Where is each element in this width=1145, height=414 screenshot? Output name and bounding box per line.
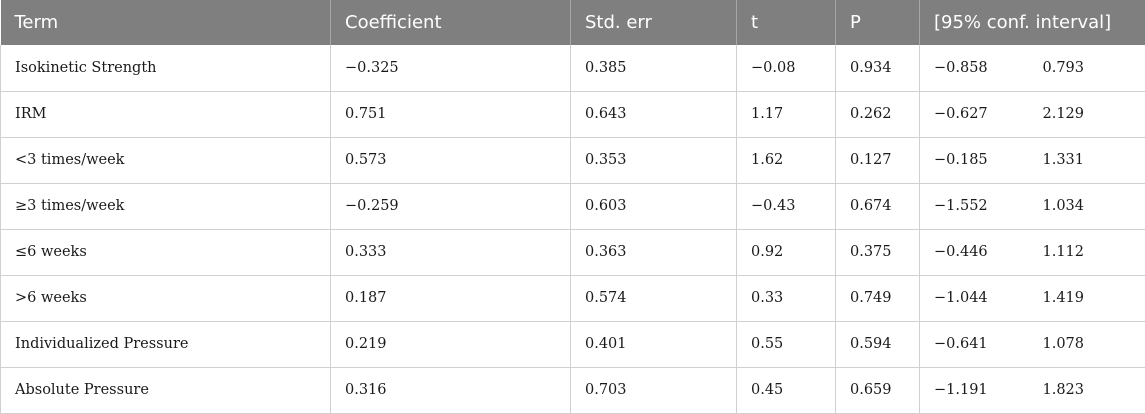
cell-ci-low: −1.552 [920, 183, 1035, 229]
header-coefficient: Coefficient [331, 0, 571, 45]
cell-std-err: 0.401 [571, 321, 737, 367]
cell-p: 0.127 [836, 137, 920, 183]
cell-ci-high: 1.078 [1035, 321, 1145, 367]
header-p: P [836, 0, 920, 45]
header-t: t [737, 0, 836, 45]
cell-ci-low: −0.641 [920, 321, 1035, 367]
cell-p: 0.674 [836, 183, 920, 229]
cell-std-err: 0.603 [571, 183, 737, 229]
table-row: ≤6 weeks 0.333 0.363 0.92 0.375 −0.446 1… [1, 229, 1145, 275]
cell-coefficient: −0.325 [331, 45, 571, 91]
cell-p: 0.749 [836, 275, 920, 321]
cell-ci-high: 1.034 [1035, 183, 1145, 229]
cell-p: 0.375 [836, 229, 920, 275]
header-conf-interval: [95% conf. interval] [920, 0, 1145, 45]
header-std-err: Std. err [571, 0, 737, 45]
cell-term: Isokinetic Strength [1, 45, 331, 91]
cell-term: <3 times/week [1, 137, 331, 183]
cell-ci-low: −0.627 [920, 91, 1035, 137]
cell-std-err: 0.353 [571, 137, 737, 183]
cell-t: 0.92 [737, 229, 836, 275]
cell-term: >6 weeks [1, 275, 331, 321]
cell-p: 0.262 [836, 91, 920, 137]
cell-ci-low: −1.044 [920, 275, 1035, 321]
cell-std-err: 0.643 [571, 91, 737, 137]
cell-term: Absolute Pressure [1, 367, 331, 413]
cell-std-err: 0.363 [571, 229, 737, 275]
header-row: Term Coefficient Std. err t P [95% conf.… [1, 0, 1145, 45]
cell-coefficient: 0.219 [331, 321, 571, 367]
cell-ci-high: 2.129 [1035, 91, 1145, 137]
cell-t: 0.55 [737, 321, 836, 367]
table-row: ≥3 times/week −0.259 0.603 −0.43 0.674 −… [1, 183, 1145, 229]
table-row: Isokinetic Strength −0.325 0.385 −0.08 0… [1, 45, 1145, 91]
cell-coefficient: 0.187 [331, 275, 571, 321]
cell-ci-high: 1.331 [1035, 137, 1145, 183]
cell-term: Individualized Pressure [1, 321, 331, 367]
cell-t: 1.17 [737, 91, 836, 137]
cell-term: ≥3 times/week [1, 183, 331, 229]
cell-std-err: 0.703 [571, 367, 737, 413]
cell-p: 0.659 [836, 367, 920, 413]
cell-coefficient: 0.333 [331, 229, 571, 275]
cell-std-err: 0.574 [571, 275, 737, 321]
cell-std-err: 0.385 [571, 45, 737, 91]
cell-ci-low: −0.446 [920, 229, 1035, 275]
table-row: <3 times/week 0.573 0.353 1.62 0.127 −0.… [1, 137, 1145, 183]
cell-t: 0.33 [737, 275, 836, 321]
cell-coefficient: 0.751 [331, 91, 571, 137]
cell-ci-low: −1.191 [920, 367, 1035, 413]
cell-term: ≤6 weeks [1, 229, 331, 275]
table-row: >6 weeks 0.187 0.574 0.33 0.749 −1.044 1… [1, 275, 1145, 321]
cell-p: 0.934 [836, 45, 920, 91]
cell-ci-high: 1.419 [1035, 275, 1145, 321]
cell-t: 1.62 [737, 137, 836, 183]
cell-p: 0.594 [836, 321, 920, 367]
table-row: Individualized Pressure 0.219 0.401 0.55… [1, 321, 1145, 367]
cell-t: −0.08 [737, 45, 836, 91]
cell-ci-low: −0.185 [920, 137, 1035, 183]
cell-ci-high: 1.823 [1035, 367, 1145, 413]
cell-ci-low: −0.858 [920, 45, 1035, 91]
cell-coefficient: 0.573 [331, 137, 571, 183]
cell-ci-high: 1.112 [1035, 229, 1145, 275]
cell-ci-high: 0.793 [1035, 45, 1145, 91]
table-row: IRM 0.751 0.643 1.17 0.262 −0.627 2.129 [1, 91, 1145, 137]
cell-coefficient: −0.259 [331, 183, 571, 229]
cell-coefficient: 0.316 [331, 367, 571, 413]
header-term: Term [1, 0, 331, 45]
table-row: Absolute Pressure 0.316 0.703 0.45 0.659… [1, 367, 1145, 413]
cell-t: −0.43 [737, 183, 836, 229]
cell-term: IRM [1, 91, 331, 137]
cell-t: 0.45 [737, 367, 836, 413]
